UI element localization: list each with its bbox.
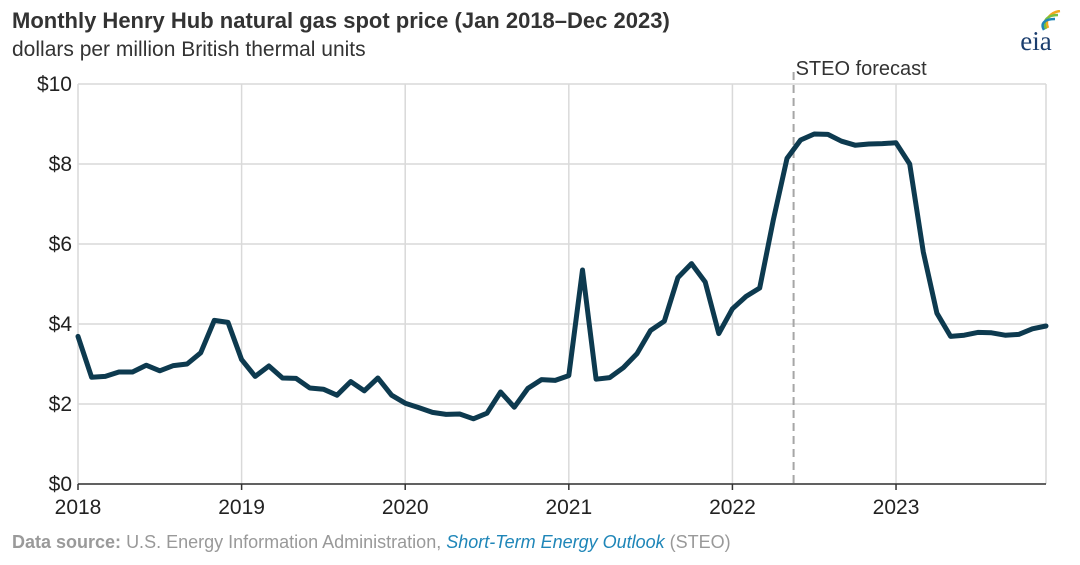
y-tick-label: $2 bbox=[49, 393, 72, 416]
chart-title: Monthly Henry Hub natural gas spot price… bbox=[12, 8, 670, 33]
y-tick-label: $8 bbox=[49, 153, 72, 176]
source-text: U.S. Energy Information Administration, bbox=[126, 532, 442, 552]
source-label: Data source: bbox=[12, 532, 122, 552]
price-series-line bbox=[75, 131, 1049, 422]
chart-subtitle: dollars per million British thermal unit… bbox=[12, 38, 366, 61]
x-tick-label: 2018 bbox=[55, 496, 102, 519]
y-tick-label: $10 bbox=[37, 73, 72, 96]
source-publication-link[interactable]: Short-Term Energy Outlook bbox=[446, 532, 665, 552]
y-tick-label: $0 bbox=[49, 473, 72, 496]
source-suffix: (STEO) bbox=[669, 532, 731, 552]
eia-logo-text: eia bbox=[1020, 26, 1052, 56]
x-tick-label: 2021 bbox=[545, 496, 592, 519]
gridlines bbox=[77, 83, 1047, 485]
x-tick-label: 2020 bbox=[382, 496, 429, 519]
forecast-label: STEO forecast bbox=[796, 58, 928, 80]
data-source-note: Data source: U.S. Energy Information Adm… bbox=[12, 532, 731, 553]
eia-logo: eia bbox=[1008, 9, 1064, 56]
y-tick-label: $4 bbox=[49, 313, 73, 336]
x-tick-label: 2019 bbox=[218, 496, 265, 519]
y-tick-label: $6 bbox=[49, 233, 72, 256]
forecast-divider-group: STEO forecast bbox=[792, 58, 928, 484]
series-layer bbox=[75, 131, 1049, 422]
eia-logo-icon bbox=[1041, 9, 1061, 31]
x-tick-label: 2022 bbox=[709, 496, 756, 519]
axes: $0 $2 $4 $6 $8 $10 2018 2019 2020 2021 2022 2023 bbox=[37, 73, 1046, 519]
x-tick-label: 2023 bbox=[873, 496, 920, 519]
